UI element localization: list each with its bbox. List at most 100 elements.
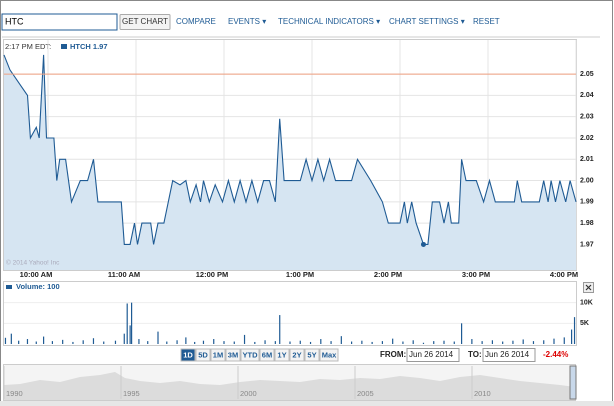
volume-bar: [213, 339, 215, 344]
to-input[interactable]: [482, 348, 536, 362]
volume-bar: [202, 340, 205, 344]
range-button-label: 3M: [228, 350, 238, 359]
volume-title: Volume: 100: [16, 282, 60, 291]
y-tick-label: 1.99: [580, 199, 594, 206]
volume-bar: [147, 341, 149, 344]
volume-bar: [453, 341, 455, 344]
from-input[interactable]: [406, 348, 460, 362]
volume-bar: [123, 333, 125, 344]
volume-bar: [92, 338, 95, 344]
volume-bar: [471, 339, 473, 344]
toolbar-link[interactable]: EVENTS ▾: [228, 17, 266, 26]
volume-bar: [26, 339, 29, 344]
range-button-label: Max: [322, 350, 337, 359]
range-button-label: 1M: [213, 350, 223, 359]
y-tick-label: 5K: [580, 320, 589, 327]
volume-bar: [279, 315, 281, 344]
current-marker: [420, 241, 426, 247]
volume-bar: [422, 342, 425, 344]
navigator-year: 2010: [474, 389, 491, 398]
range-button-label: 5D: [198, 350, 208, 359]
navigator-year: 2000: [240, 389, 257, 398]
y-tick-label: 10K: [580, 300, 593, 307]
navigator-year: 1990: [6, 389, 23, 398]
volume-bar: [233, 341, 235, 344]
volume-bar: [126, 303, 128, 344]
volume-bar: [571, 329, 573, 344]
range-button[interactable]: [289, 348, 305, 362]
volume-bar: [10, 333, 12, 344]
volume-bar: [340, 336, 342, 344]
close-icon: [585, 284, 592, 291]
volume-bar: [573, 317, 576, 344]
volume-bar: [185, 337, 187, 344]
volume-bar: [43, 336, 45, 344]
volume-bar: [176, 340, 178, 344]
volume-bar: [392, 338, 394, 344]
volume-bar: [62, 339, 64, 344]
navigator-area: [4, 372, 575, 400]
symbol-input[interactable]: [1, 13, 118, 31]
to-label: TO:: [468, 350, 482, 359]
volume-bar: [72, 341, 74, 344]
volume-bar: [289, 341, 291, 344]
range-button[interactable]: [259, 348, 275, 362]
range-button[interactable]: [195, 348, 211, 362]
copyright: © 2014 Yahoo! Inc: [6, 259, 60, 267]
volume-bar: [223, 341, 225, 344]
price-line: [3, 54, 577, 245]
volume-bar: [4, 337, 7, 344]
toolbar-link[interactable]: RESET: [473, 17, 500, 26]
toolbar-link[interactable]: COMPARE: [176, 17, 216, 26]
legend-entry: HTCH 1.97: [70, 42, 108, 51]
volume-bar: [381, 341, 383, 344]
volume-bar: [443, 340, 445, 344]
toolbar-link[interactable]: TECHNICAL INDICATORS ▾: [278, 17, 380, 26]
y-tick-label: 2.05: [580, 71, 594, 78]
volume-bar: [330, 341, 332, 344]
y-tick-label: 1.98: [580, 220, 594, 227]
volume-bar: [512, 340, 514, 344]
x-tick-label: 2:00 PM: [374, 270, 402, 279]
get-chart-button[interactable]: [119, 14, 171, 30]
volume-bar: [18, 340, 20, 344]
x-tick-label: 3:00 PM: [462, 270, 490, 279]
volume-bar: [138, 339, 140, 344]
volume-bar: [412, 340, 414, 344]
range-button[interactable]: [225, 348, 241, 362]
y-tick-label: 2.03: [580, 114, 594, 121]
range-button-label: 6M: [262, 350, 272, 359]
volume-bar: [157, 331, 159, 344]
legend-swatch: [61, 44, 67, 49]
range-button[interactable]: [180, 348, 196, 362]
range-button[interactable]: [240, 348, 260, 362]
x-tick-label: 4:00 PM: [550, 270, 578, 279]
volume-bar: [543, 340, 545, 344]
from-label: FROM:: [380, 350, 406, 359]
volume-bar: [166, 341, 168, 344]
range-button-label: 2Y: [292, 350, 301, 359]
x-tick-label: 12:00 PM: [196, 270, 229, 279]
range-button[interactable]: [210, 348, 226, 362]
volume-bar: [481, 341, 483, 344]
range-button[interactable]: [319, 348, 339, 362]
navigator-handle[interactable]: [569, 365, 577, 400]
volume-frame: [3, 281, 577, 346]
y-tick-label: 2.00: [580, 177, 594, 184]
volume-bar: [299, 340, 301, 344]
volume-bar: [491, 340, 493, 344]
volume-bar: [563, 337, 565, 344]
navigator-year: 1995: [123, 389, 140, 398]
toolbar-link[interactable]: CHART SETTINGS ▾: [389, 17, 465, 26]
x-tick-label: 11:00 AM: [108, 270, 140, 279]
volume-bar: [433, 341, 435, 344]
volume-bar: [522, 339, 524, 344]
volume-bar: [194, 341, 196, 344]
range-button[interactable]: [274, 348, 290, 362]
volume-bar: [461, 323, 463, 344]
volume-bar: [103, 341, 105, 344]
range-button[interactable]: [304, 348, 320, 362]
range-button-label: 1Y: [277, 350, 286, 359]
volume-bar: [361, 340, 363, 344]
change-value: -2.44%: [543, 350, 568, 359]
